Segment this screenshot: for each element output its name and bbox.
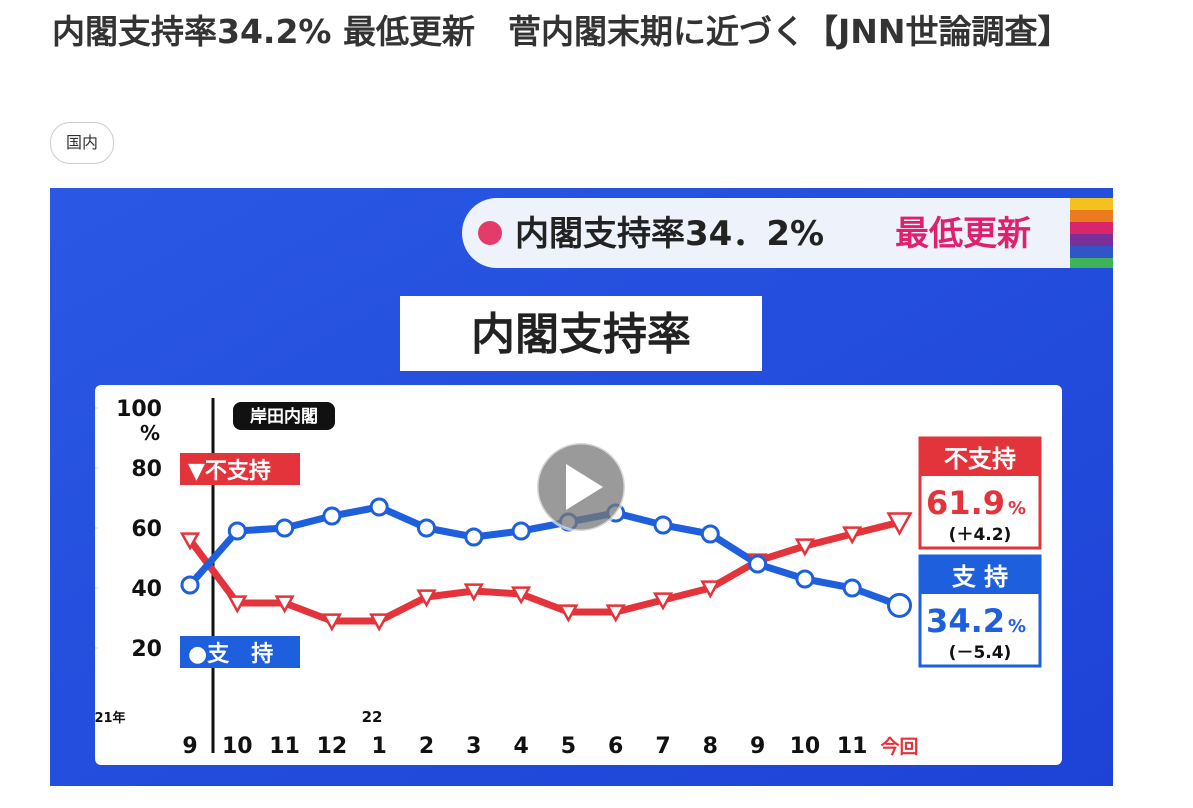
y-tick-label: 60 xyxy=(131,517,162,542)
marker xyxy=(464,527,484,547)
callout-unit: % xyxy=(1008,498,1026,519)
banner-highlight: 最低更新 xyxy=(895,214,1031,254)
banner xyxy=(462,198,1113,268)
y-tick-label: 20 xyxy=(131,637,162,662)
callout-change: (＋4.2) xyxy=(949,525,1012,545)
marker xyxy=(227,595,248,614)
plot-panel xyxy=(95,385,1062,765)
year-label: 21年 xyxy=(94,710,125,726)
callout-value: 34.2 xyxy=(926,602,1005,640)
marker xyxy=(369,613,390,632)
x-tick-label: 10 xyxy=(222,734,253,759)
x-tick-label: 6 xyxy=(608,734,623,759)
callout-change: (－5.4) xyxy=(949,643,1012,663)
legend-box xyxy=(180,636,300,668)
callout-unit: % xyxy=(1008,616,1026,637)
color-strip xyxy=(1070,198,1113,268)
annotation: 岸田内閣 xyxy=(250,406,318,427)
marker xyxy=(274,595,295,614)
category-tag[interactable]: 国内 xyxy=(50,122,115,164)
marker xyxy=(369,497,389,517)
x-tick-label: 3 xyxy=(466,734,481,759)
banner-text: 内閣支持率34．2% xyxy=(515,214,824,254)
x-tick-label: 9 xyxy=(750,734,765,759)
banner-icon xyxy=(478,221,502,245)
chart[interactable]: 内閣支持率34．2% 最低更新 内閣支持率 岸田内閣 % 21年 22 20 40… xyxy=(50,188,1113,786)
x-tick-label: 7 xyxy=(655,734,670,759)
legend-label: ▼不支持 xyxy=(188,459,271,484)
marker xyxy=(180,575,200,595)
x-tick-label: 5 xyxy=(561,734,576,759)
marker xyxy=(511,521,531,541)
y-unit: % xyxy=(140,421,160,445)
marker xyxy=(558,604,579,623)
annotation-box xyxy=(233,402,335,430)
marker xyxy=(887,592,912,618)
callout-label: 支 持 xyxy=(952,563,1008,591)
y-tick-label: 40 xyxy=(131,577,162,602)
x-tick-label: 11 xyxy=(269,734,300,759)
marker xyxy=(842,526,863,545)
marker xyxy=(227,521,247,541)
x-tick-label: 11 xyxy=(837,734,868,759)
marker xyxy=(275,518,295,538)
marker xyxy=(700,524,720,544)
legend-label: ●支 持 xyxy=(188,642,273,667)
play-icon xyxy=(566,464,603,510)
x-tick-label: 8 xyxy=(703,734,718,759)
x-tick-label: 1 xyxy=(372,734,387,759)
y-tick-label: 100 xyxy=(116,397,162,422)
x-tick-label: 今回 xyxy=(880,735,918,758)
x-tick-label: 12 xyxy=(317,734,348,759)
x-tick-label: 10 xyxy=(790,734,821,759)
marker xyxy=(652,592,674,611)
callout-header xyxy=(920,556,1040,594)
marker xyxy=(321,613,343,632)
series xyxy=(179,497,913,632)
marker xyxy=(463,583,484,602)
callout-header xyxy=(920,438,1040,476)
x-tick-label: 4 xyxy=(513,734,528,759)
marker xyxy=(179,532,201,551)
x-tick-label: 9 xyxy=(182,734,197,759)
legend-box xyxy=(180,453,300,485)
marker xyxy=(653,515,673,535)
marker xyxy=(842,578,862,598)
callout-value: 61.9 xyxy=(926,484,1005,522)
series-line xyxy=(187,518,901,625)
y-tick-label: 80 xyxy=(131,457,162,482)
chart-title: 内閣支持率 xyxy=(471,309,691,360)
x-tick-label: 2 xyxy=(419,734,434,759)
year-label: 22 xyxy=(362,708,383,726)
marker xyxy=(416,589,437,608)
title-box xyxy=(400,296,762,371)
article-title: 内閣支持率34.2% 最低更新 菅内閣末期に近づく【JNN世論調査】 xyxy=(52,12,1071,51)
marker xyxy=(417,518,436,538)
marker xyxy=(700,580,721,599)
marker xyxy=(794,538,816,557)
marker xyxy=(510,586,532,605)
marker xyxy=(748,554,768,574)
marker xyxy=(322,506,342,526)
marker xyxy=(795,569,815,589)
callout-label: 不支持 xyxy=(944,445,1016,473)
marker xyxy=(886,512,913,536)
series-line xyxy=(187,503,901,609)
marker xyxy=(605,604,626,623)
